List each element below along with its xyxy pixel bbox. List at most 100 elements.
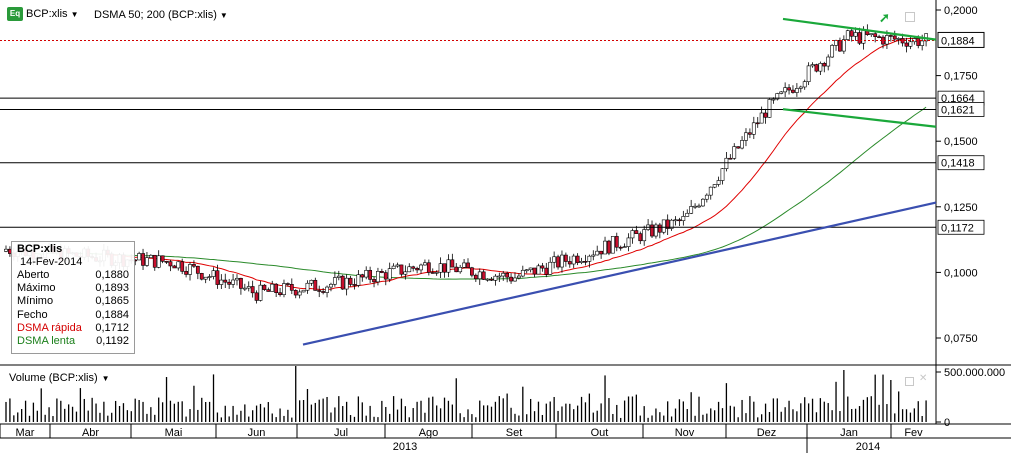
close-icon[interactable]: ✕ (919, 373, 928, 384)
candle-body (638, 233, 643, 242)
candle-body (148, 254, 153, 259)
level-badge (937, 102, 985, 117)
legend-row-label: DSMA rápida (17, 321, 82, 334)
legend-row: Aberto 0,1880 (12, 269, 134, 282)
legend-date: 14-Fev-2014 (20, 256, 83, 268)
candle-body (411, 266, 416, 269)
level-badge (937, 155, 985, 171)
candle-body (246, 286, 251, 289)
candle-body (614, 236, 619, 248)
candle-body (763, 112, 768, 118)
candle-body (571, 255, 576, 265)
candle-body (818, 63, 823, 72)
candle-body (732, 146, 737, 159)
candle-body (235, 277, 239, 281)
candle-body (137, 253, 142, 261)
candle-body (270, 283, 275, 292)
candle-body (787, 87, 791, 91)
candle-body (736, 146, 741, 149)
candle-body (329, 283, 333, 288)
volume-tick-label: 0 (944, 417, 950, 429)
candle-body (516, 275, 521, 279)
candle-body (740, 140, 744, 149)
candle-body (599, 250, 604, 255)
candle-body (661, 219, 666, 233)
candle-body (454, 266, 459, 273)
trend-arrow-icon[interactable]: ➚ (879, 10, 890, 25)
candle-body (610, 236, 615, 254)
symbol-selector[interactable]: Eq BCP:xlis ▼ (7, 7, 78, 21)
candle-body (791, 89, 795, 93)
volume-tick-label: 500.000.000 (944, 367, 1005, 379)
candle-body (712, 184, 717, 188)
candle-body (325, 286, 329, 293)
chevron-down-icon: ▼ (219, 10, 228, 20)
candle-body (356, 274, 361, 286)
data-legend: BCP:xlis 14-Fev-2014 Aberto 0,1880 Máximo 0… (11, 241, 135, 354)
candle-body (532, 267, 537, 275)
last-price-badge (937, 31, 985, 48)
candle-body (395, 264, 400, 267)
candle-body (814, 64, 819, 72)
candle-body (368, 270, 373, 280)
candle-body (473, 274, 478, 280)
candle-body (806, 65, 811, 82)
candle-body (892, 35, 897, 40)
candle-body (493, 275, 498, 281)
candle-body (677, 219, 682, 222)
candle-body (802, 81, 807, 88)
last-price-label: 0,1884 (941, 35, 975, 47)
legend-row: DSMA rápida 0,1712 (12, 322, 134, 335)
candle-body (419, 264, 423, 271)
candle-body (657, 224, 662, 233)
maximize-icon[interactable] (905, 12, 915, 22)
candle-body (254, 292, 259, 301)
chevron-down-icon: ▼ (101, 373, 110, 383)
legend-row: DSMA lenta 0,1192 (12, 335, 134, 348)
candle-body (540, 265, 545, 269)
candle-body (587, 255, 592, 262)
candle-body (407, 266, 412, 273)
candle-body (231, 279, 235, 285)
legend-row-label: Aberto (17, 269, 50, 281)
price-tick-label: 0,1250 (944, 202, 978, 214)
candle-body (434, 271, 439, 274)
candle-body (873, 33, 878, 37)
candle-body (603, 240, 607, 255)
month-label: Ago (419, 427, 439, 439)
indicator-selector[interactable]: DSMA 50; 200 (BCP:xlis) ▼ (94, 9, 228, 21)
candle-body (156, 255, 161, 268)
month-label: Fev (904, 427, 923, 439)
candle-body (258, 284, 263, 301)
candle-body (505, 272, 510, 278)
candle-body (630, 230, 635, 239)
candle-body (399, 264, 404, 275)
candle-body (332, 277, 337, 285)
candle-body (180, 261, 185, 272)
candle-body (845, 30, 850, 40)
volume-selector[interactable]: Volume (BCP:xlis) ▼ (9, 372, 110, 384)
candle-body (309, 279, 314, 284)
candle-body (195, 265, 200, 274)
price-tick-label: 0,1500 (944, 136, 978, 148)
legend-row-label: Máximo (17, 282, 56, 295)
candle-body (708, 186, 713, 196)
candle-body (591, 254, 596, 257)
candle-body (211, 270, 216, 277)
candle-body (908, 41, 913, 47)
candle-body (877, 36, 882, 38)
candle-body (223, 279, 228, 283)
candle-body (242, 287, 247, 290)
candle-body (563, 254, 568, 262)
price-tick-label: 0,0750 (944, 333, 978, 345)
legend-row-value: 0,1865 (95, 295, 129, 308)
candle-body (888, 35, 893, 37)
candle-body (567, 261, 572, 265)
candle-body (618, 246, 623, 249)
candle-body (239, 277, 243, 289)
maximize-icon[interactable] (905, 377, 914, 386)
candle-body (654, 224, 658, 237)
candle-body (869, 33, 874, 35)
